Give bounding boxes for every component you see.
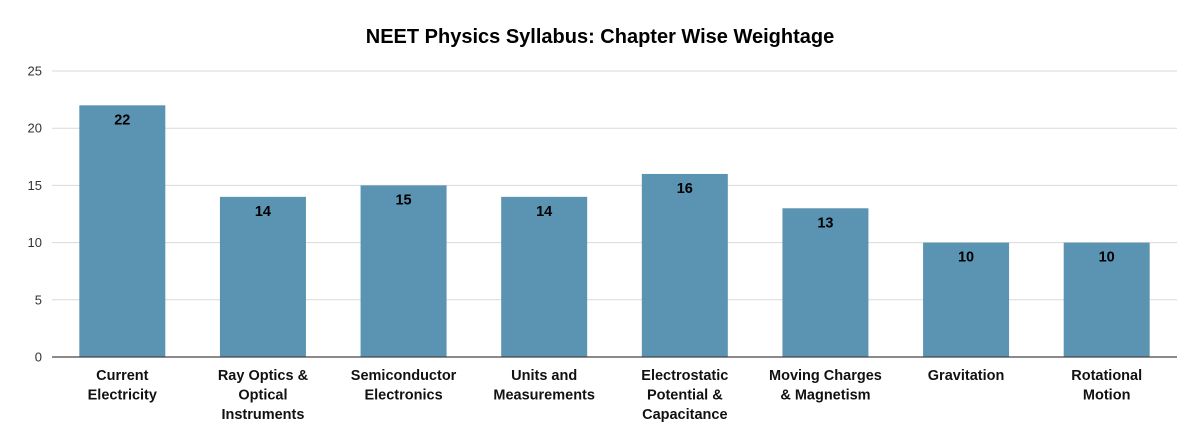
bar xyxy=(782,208,869,357)
bar xyxy=(501,196,588,357)
y-tick-label: 5 xyxy=(35,292,42,307)
bar xyxy=(219,196,306,357)
bar xyxy=(923,242,1010,357)
x-tick-label-line: Semiconductor xyxy=(351,368,457,384)
x-tick-label-line: & Magnetism xyxy=(780,388,870,404)
x-tick-label: Semiconductor Electronics xyxy=(351,368,457,404)
x-tick-label: Ray Optics & Optical Instruments xyxy=(218,368,309,423)
bar-value-label: 10 xyxy=(958,250,974,266)
bar xyxy=(1063,242,1150,357)
x-tick-label: Moving Charges & Magnetism xyxy=(769,368,882,404)
x-axis-ticks: Current Electricity Ray Optics & Optical Ins… xyxy=(88,368,1142,423)
bar-value-label: 14 xyxy=(536,204,552,220)
bar-value-label: 14 xyxy=(255,204,271,220)
chart-title: NEET Physics Syllabus: Chapter Wise Weig… xyxy=(366,26,834,48)
x-tick-label-line: Electronics xyxy=(364,388,442,404)
x-tick-label-line: Current xyxy=(96,368,149,384)
x-tick-label: Current Electricity xyxy=(88,368,157,404)
y-tick-label: 25 xyxy=(28,64,42,79)
x-tick-label-line: Motion xyxy=(1083,388,1131,404)
bar xyxy=(79,105,166,357)
bar xyxy=(360,185,447,357)
bar-value-label: 13 xyxy=(817,215,833,231)
bar-value-label: 10 xyxy=(1099,250,1115,266)
x-tick-label-line: Capacitance xyxy=(642,407,727,423)
x-tick-label: Units and Measurements xyxy=(493,368,595,404)
x-tick-label-line: Measurements xyxy=(493,388,595,404)
y-tick-label: 0 xyxy=(35,350,42,365)
x-tick-label: Electrostatic Potential & Capacitance xyxy=(641,368,728,423)
bar-value-label: 15 xyxy=(395,192,411,208)
x-tick-label: Rotational Motion xyxy=(1071,368,1142,404)
y-axis-ticks: 0 5 10 15 20 25 xyxy=(28,64,42,365)
data-labels: 22 14 15 14 16 13 10 10 xyxy=(114,112,1115,265)
y-tick-label: 15 xyxy=(28,178,42,193)
x-tick-label-line: Moving Charges xyxy=(769,368,882,384)
y-tick-label: 20 xyxy=(28,121,42,136)
x-tick-label: Gravitation xyxy=(928,368,1005,384)
x-tick-label-line: Rotational xyxy=(1071,368,1142,384)
bar-value-label: 22 xyxy=(114,112,130,128)
y-tick-label: 10 xyxy=(28,235,42,250)
x-tick-label-line: Ray Optics & xyxy=(218,368,309,384)
bar xyxy=(641,173,728,357)
x-tick-label-line: Electricity xyxy=(88,388,157,404)
x-tick-label-line: Gravitation xyxy=(928,368,1005,384)
x-tick-label-line: Instruments xyxy=(221,407,304,423)
bar-value-label: 16 xyxy=(677,181,693,197)
x-tick-label-line: Potential & xyxy=(647,388,723,404)
x-tick-label-line: Units and xyxy=(511,368,577,384)
x-tick-label-line: Optical xyxy=(238,388,287,404)
x-tick-label-line: Electrostatic xyxy=(641,368,728,384)
bars xyxy=(79,105,1150,357)
